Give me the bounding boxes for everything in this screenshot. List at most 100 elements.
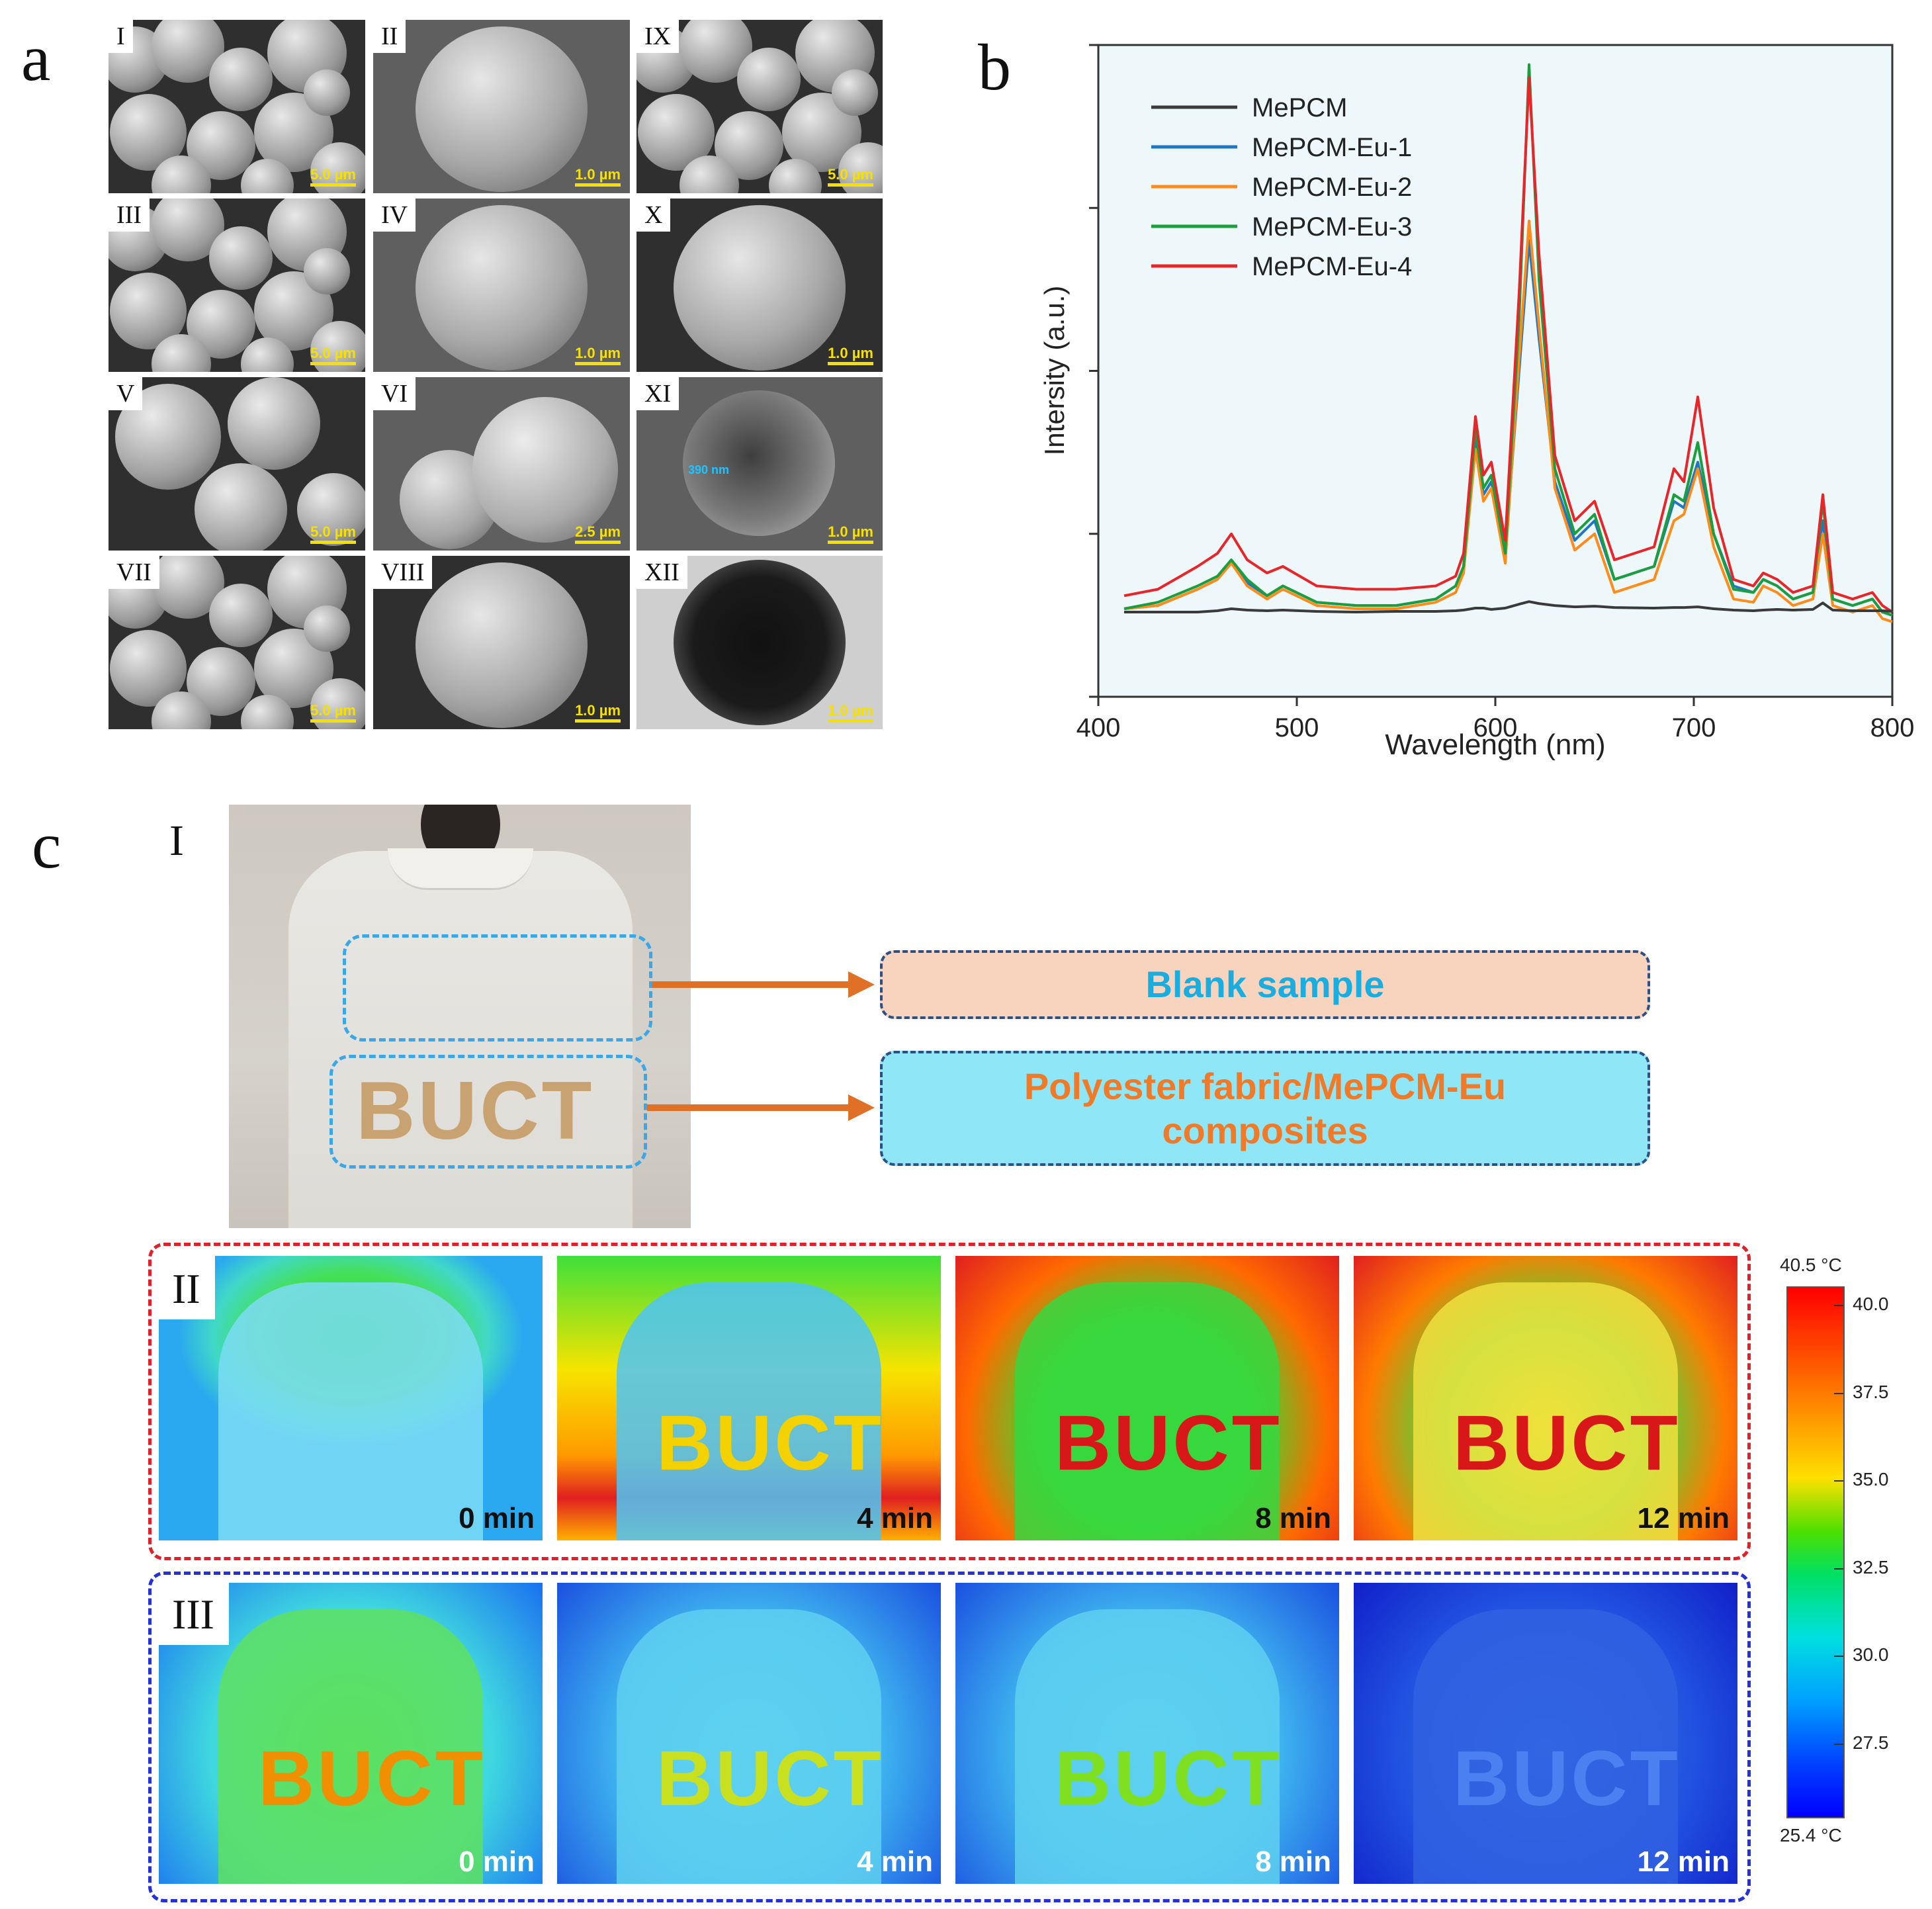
- scale-bar-label: 5.0 µm: [310, 702, 356, 719]
- sem-panel-id: VI: [373, 377, 416, 410]
- x-tick-label: 400: [1076, 713, 1121, 742]
- colorbar-tick-mark: [1834, 1480, 1843, 1482]
- scale-bar-label: 5.0 µm: [828, 166, 873, 183]
- scale-bar-label: 1.0 µm: [828, 523, 873, 540]
- scale-bar: 1.0 µm: [575, 346, 621, 365]
- colorbar-tick-label: 37.5: [1853, 1382, 1889, 1402]
- thermal-buct-letters: BUCT: [1055, 1399, 1282, 1487]
- sem-panel-id: III: [109, 199, 150, 232]
- sem-panel-id: II: [373, 20, 406, 53]
- scale-bar-label: 1.0 µm: [828, 702, 873, 719]
- colorbar-tick-mark: [1834, 1393, 1843, 1394]
- colorbar-tick-mark: [1834, 1568, 1843, 1570]
- colorbar: [1786, 1286, 1845, 1818]
- scale-bar-label: 5.0 µm: [310, 523, 356, 540]
- scale-bar: 1.0 µm: [828, 346, 873, 365]
- scale-bar: 5.0 µm: [828, 167, 873, 187]
- torso-silhouette: [1015, 1282, 1280, 1540]
- torso-silhouette: [1015, 1609, 1280, 1884]
- colorbar-max-label: 40.5 °C: [1780, 1255, 1842, 1275]
- scale-bar: 5.0 µm: [310, 346, 356, 365]
- time-label: 4 min: [857, 1502, 933, 1534]
- particle: [674, 560, 846, 725]
- thermal-image-iii-3: BUCT 12 min: [1354, 1583, 1737, 1884]
- scale-bar-label: 1.0 µm: [828, 345, 873, 361]
- sem-panel-viii: VIII 1.0 µm: [373, 556, 630, 729]
- legend-label: MePCM-Eu-3: [1252, 212, 1412, 242]
- thermal-buct-letters: BUCT: [1453, 1399, 1681, 1487]
- x-tick-label: 600: [1473, 713, 1518, 742]
- colorbar-tick-label: 35.0: [1853, 1469, 1889, 1489]
- scale-bar-line: [828, 719, 873, 723]
- sem-panel-id: VIII: [373, 556, 433, 589]
- particle: [472, 397, 618, 543]
- scale-bar-line: [575, 719, 621, 723]
- thermal-buct-letters: BUCT: [656, 1399, 884, 1487]
- scale-bar-line: [828, 362, 873, 365]
- colorbar-min-label: 25.4 °C: [1780, 1825, 1842, 1845]
- particle: [416, 26, 588, 192]
- scale-bar-line: [828, 183, 873, 187]
- torso-silhouette: [218, 1609, 483, 1884]
- particle: [832, 69, 878, 116]
- torso-silhouette: [617, 1282, 881, 1540]
- sem-panel-id: XII: [637, 556, 687, 589]
- shell-thickness-annotation: 390 nm: [688, 463, 730, 476]
- series-line-mepcm-eu-4: [1123, 76, 1894, 613]
- sem-panel-x: X 1.0 µm: [637, 199, 883, 372]
- scale-bar-label: 5.0 µm: [310, 345, 356, 361]
- row-II-frame: [148, 1243, 1751, 1560]
- sem-panel-iv: IV 1.0 µm: [373, 199, 630, 372]
- x-tick-label: 700: [1672, 713, 1716, 742]
- panel-label-b: b: [978, 30, 1011, 104]
- blank-sample-label: Blank sample: [880, 950, 1650, 1019]
- particle: [416, 205, 588, 371]
- particle: [195, 463, 287, 551]
- thermal-image-ii-1: BUCT 4 min: [557, 1256, 941, 1540]
- time-label: 12 min: [1637, 1502, 1730, 1534]
- y-axis-label: Intersity (a.u.): [1039, 286, 1070, 456]
- legend-label: MePCM-Eu-1: [1252, 133, 1412, 162]
- row-label-III: III: [157, 1581, 229, 1645]
- particle: [304, 248, 350, 294]
- x-axis-label: Wavelength (nm): [1385, 729, 1605, 761]
- thermal-image-ii-3: BUCT 12 min: [1354, 1256, 1737, 1540]
- panel-c-sub-label-I: I: [169, 817, 184, 865]
- time-label: 8 min: [1255, 1845, 1331, 1878]
- row-label-II: II: [157, 1256, 215, 1319]
- particle: [304, 69, 350, 116]
- thermal-image-ii-0: 0 min: [159, 1256, 543, 1540]
- scale-bar-line: [310, 362, 356, 365]
- panel-label-c: c: [32, 809, 62, 882]
- thermal-buct-letters: BUCT: [258, 1735, 486, 1822]
- composite-text-line2: composites: [1162, 1110, 1368, 1151]
- composite-label: Polyester fabric/MePCM-Eu composites: [880, 1051, 1650, 1166]
- time-label: 0 min: [459, 1845, 535, 1878]
- torso-silhouette: [218, 1282, 483, 1540]
- series-line-mepcm-eu-2: [1123, 220, 1893, 623]
- scale-bar-line: [575, 183, 621, 187]
- particle: [416, 562, 588, 728]
- thermal-image-iii-0: BUCT 0 min: [159, 1583, 543, 1884]
- buct-letters: BUCT: [356, 1065, 595, 1157]
- x-tick-label: 800: [1870, 713, 1915, 742]
- sem-panel-ii: II 1.0 µm: [373, 20, 630, 193]
- composite-region: [329, 1055, 647, 1169]
- scale-bar-label: 2.5 µm: [575, 523, 621, 540]
- scale-bar-label: 1.0 µm: [575, 702, 621, 719]
- particle: [209, 584, 273, 647]
- time-label: 4 min: [857, 1845, 933, 1878]
- colorbar-tick-mark: [1834, 1744, 1843, 1745]
- particle: [228, 377, 320, 470]
- torso-silhouette: [1413, 1282, 1678, 1540]
- colorbar-tick-label: 32.5: [1853, 1557, 1889, 1577]
- sem-panel-vii: VII 5.0 µm: [109, 556, 365, 729]
- scale-bar: 5.0 µm: [310, 703, 356, 723]
- thermal-image-ii-2: BUCT 8 min: [955, 1256, 1339, 1540]
- sem-panel-id: I: [109, 20, 133, 53]
- scale-bar: 2.5 µm: [575, 525, 621, 544]
- thermal-buct-letters: BUCT: [1453, 1735, 1681, 1822]
- scale-bar-line: [575, 362, 621, 365]
- scale-bar-line: [828, 541, 873, 544]
- particle: [209, 226, 273, 290]
